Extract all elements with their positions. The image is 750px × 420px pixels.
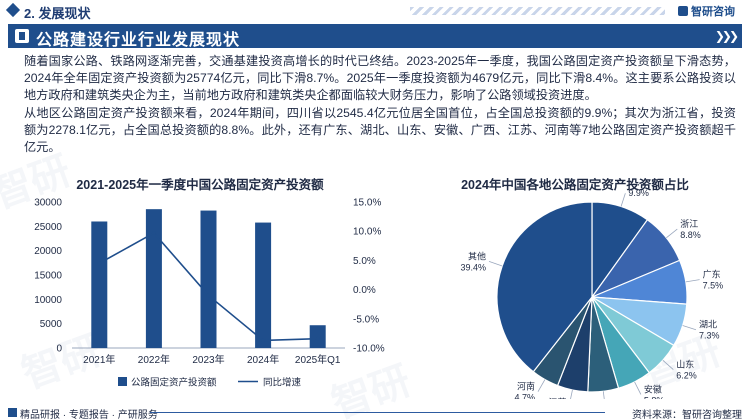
leader-line	[620, 193, 626, 207]
x-tick-label: 2024年	[247, 353, 279, 366]
pie-category-label: 四川	[628, 184, 646, 187]
bar	[200, 210, 217, 348]
y-right-tick-label: -5.0%	[353, 314, 379, 325]
leader-line	[488, 260, 503, 267]
pie-value-label: 5.8%	[644, 395, 665, 399]
pie-category-label: 安徽	[644, 383, 662, 394]
y-right-tick-label: 10.0%	[353, 227, 381, 238]
leader-line	[685, 279, 700, 283]
pie-value-label: 7.3%	[699, 331, 720, 341]
legend-bar-label: 公路固定资产投资额	[131, 377, 217, 389]
leader-line	[570, 389, 573, 399]
leader-line	[662, 359, 674, 370]
pie-value-label: 9.9%	[628, 188, 649, 198]
line-point	[261, 338, 265, 343]
pie-value-label: 7.5%	[703, 281, 724, 291]
pie-value-label: 6.2%	[676, 371, 697, 381]
section-title: 2. 发展现状	[24, 6, 91, 21]
top-bar: 2. 发展现状 智研咨询	[0, 0, 750, 22]
bar	[309, 325, 326, 348]
y-right-tick-label: 0.0%	[353, 285, 376, 296]
pie-category-label: 广东	[703, 269, 721, 280]
leader-line	[682, 325, 697, 331]
y-right-tick-label: 15.0%	[353, 198, 381, 209]
footer-tagline: 精品研报 · 专题报告 · 产研服务	[20, 410, 158, 420]
decorative-stripes	[410, 7, 665, 15]
line-point	[206, 293, 211, 298]
x-tick-label: 2025年Q1	[295, 353, 341, 366]
pie-category-label: 河南	[517, 381, 535, 392]
legend-line-label: 同比增速	[263, 377, 302, 389]
section-marker-icon	[5, 2, 21, 18]
y-left-tick-label: 0	[56, 344, 62, 355]
x-tick-label: 2023年	[192, 353, 224, 366]
leader-line	[602, 391, 605, 399]
x-tick-label: 2022年	[138, 353, 170, 366]
chevrons-icon: ❯❯❯	[714, 29, 739, 43]
y-left-tick-label: 25000	[34, 222, 62, 233]
y-right-tick-label: 5.0%	[353, 256, 376, 267]
paragraph: 随着国家公路、铁路网逐渐完善，交通基建投资高增长的时代已终结。2023-2025…	[24, 54, 736, 103]
investment-bar-line-chart: 0 5000 10000 15000 20000 25000 30000 -10.0% -5.0…	[34, 198, 385, 389]
brand-logo: 智研咨询	[678, 3, 735, 19]
pie-value-label: 39.4%	[460, 262, 486, 272]
pie-category-label: 广西	[608, 398, 626, 399]
pie-value-label: 8.8%	[680, 230, 701, 240]
y-left-tick-label: 20000	[34, 246, 62, 257]
footer: 精品研报 · 专题报告 · 产研服务 资料来源：智研咨询整理	[0, 404, 750, 420]
line-point	[152, 231, 156, 235]
y-left-tick-label: 10000	[34, 295, 62, 306]
footer-divider	[150, 412, 605, 413]
logo-text: 智研咨询	[691, 6, 735, 18]
title-banner: 公路建设行业行业发展现状 ❯❯❯	[8, 24, 742, 49]
leader-line	[666, 228, 678, 239]
leader-line	[634, 381, 642, 395]
pie-value-label: 4.7%	[514, 393, 535, 399]
pie-chart-title: 2024年中国各地公路固定资产投资额占比	[461, 178, 689, 192]
line-point	[315, 336, 320, 341]
pie-slice	[496, 201, 593, 373]
y-left-tick-label: 15000	[34, 271, 62, 282]
footer-marker-icon	[8, 408, 17, 417]
banner-bullet-icon	[15, 29, 29, 43]
bar-chart-title: 2021-2025年一季度中国公路固定资产投资额	[76, 178, 324, 192]
pie-category-label: 湖北	[699, 320, 717, 330]
province-share-pie-chart: 四川9.9%浙江8.8%广东7.5%湖北7.3%山东6.2%安徽5.8%广西5.…	[460, 184, 724, 399]
leader-line	[537, 379, 546, 392]
bar	[145, 209, 162, 348]
bar	[255, 222, 272, 348]
y-right-tick-label: -10.0%	[353, 344, 385, 355]
pie-category-label: 山东	[676, 359, 694, 370]
x-tick-label: 2021年	[83, 353, 115, 366]
pie-category-label: 浙江	[680, 218, 698, 229]
paragraph: 从地区公路固定资产投资额来看，2024年期间，四川省以2545.4亿元位居全国首…	[24, 105, 736, 155]
y-left-tick-label: 5000	[40, 319, 63, 330]
source-note: 资料来源：智研咨询整理	[632, 410, 742, 420]
pie-category-label: 江苏	[549, 397, 567, 399]
page-title: 公路建设行业行业发展现状	[36, 32, 241, 49]
bar	[91, 221, 108, 348]
line-point	[97, 261, 102, 266]
pie-category-label: 其他	[468, 250, 486, 261]
body-text: 随着国家公路、铁路网逐渐完善，交通基建投资高增长的时代已终结。2023-2025…	[24, 53, 736, 156]
logo-icon	[678, 6, 688, 16]
legend-bar-swatch	[118, 377, 127, 386]
y-left-tick-label: 30000	[34, 198, 62, 209]
